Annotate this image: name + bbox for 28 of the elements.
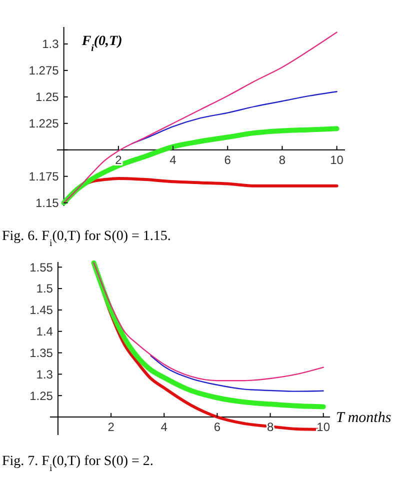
caption: Fig. 6. F$_{i}$(0,T) for S(0) = 1.15. (2, 229, 171, 248)
x-tick-label: 8 (266, 420, 274, 434)
y-tick-label: 1.275 (28, 64, 60, 78)
y-tick-label: 1.3 (42, 37, 60, 52)
x-tick-label: 6 (224, 152, 232, 167)
x-tick-label: 2 (115, 152, 122, 167)
line-series (93, 262, 324, 382)
y-tick-label: 1.15 (35, 196, 60, 210)
x-tick-label: 6 (214, 420, 221, 434)
x-tick-label: 8 (278, 152, 286, 167)
y-tick-label: 1.3 (36, 367, 54, 382)
y-tick-label: 1.4 (36, 324, 54, 339)
y-axis-title: F$_{i}$(0,T) (80, 34, 122, 54)
y-tick-label: 1.35 (30, 346, 54, 360)
x-tick-label: 4 (170, 152, 177, 167)
x-axis-title: T months (336, 410, 392, 426)
y-tick-label: 1.225 (28, 116, 60, 131)
y-tick-label: 1.45 (30, 303, 54, 318)
caption: Fig. 7. F$_{i}$(0,T) for S(0) = 2. (2, 454, 154, 474)
y-tick-label: 1.175 (28, 170, 60, 184)
y-tick-label: 1.25 (30, 388, 54, 403)
line-series (150, 355, 324, 392)
y-tick-label: 1.5 (36, 282, 54, 296)
y-tick-label: 1.55 (30, 260, 54, 274)
x-tick-label: 4 (160, 420, 168, 434)
y-tick-label: 1.25 (35, 90, 60, 104)
x-tick-label: 10 (330, 152, 344, 167)
x-tick-label: 2 (108, 420, 115, 434)
